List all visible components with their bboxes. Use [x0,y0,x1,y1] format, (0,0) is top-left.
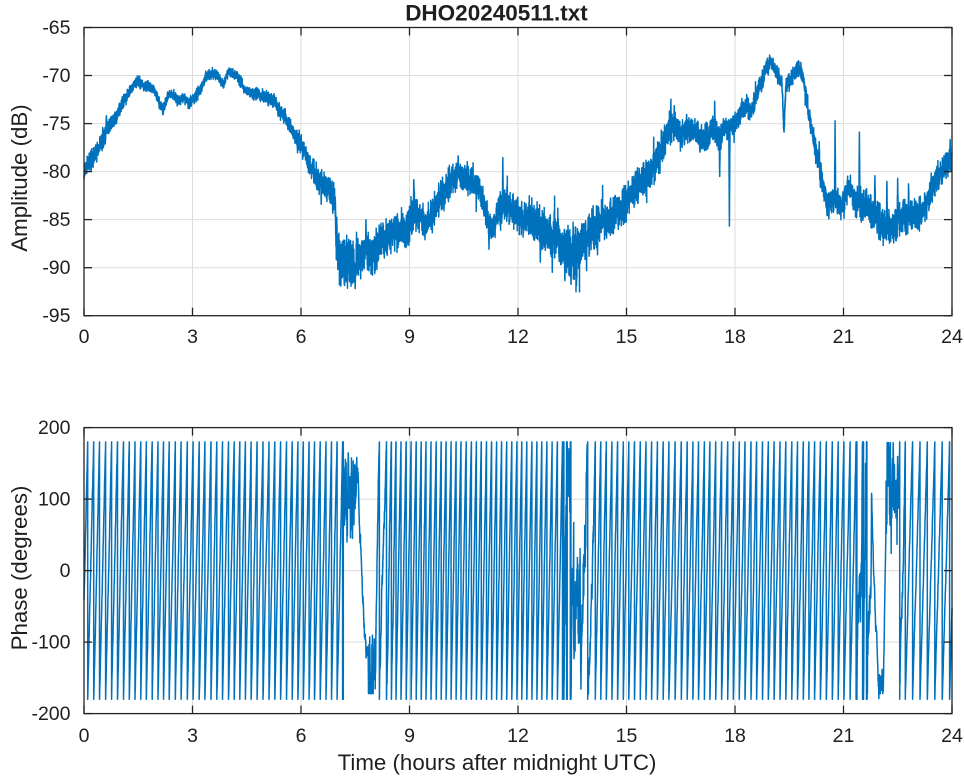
svg-text:Time (hours after midnight UTC: Time (hours after midnight UTC) [338,750,657,775]
svg-text:15: 15 [616,725,638,747]
svg-text:-95: -95 [42,305,70,327]
svg-text:100: 100 [38,489,71,511]
svg-text:-75: -75 [42,113,70,135]
svg-text:0: 0 [60,560,71,582]
svg-text:Phase (degrees): Phase (degrees) [7,486,32,651]
svg-text:24: 24 [941,725,963,747]
svg-text:6: 6 [296,326,307,348]
svg-text:Amplitude (dB): Amplitude (dB) [7,104,32,251]
svg-text:-90: -90 [42,257,70,279]
svg-text:DHO20240511.txt: DHO20240511.txt [405,1,588,26]
svg-text:0: 0 [79,326,90,348]
svg-text:21: 21 [833,326,855,348]
svg-text:0: 0 [79,725,90,747]
svg-text:18: 18 [724,725,746,747]
svg-text:-85: -85 [42,209,70,231]
svg-text:21: 21 [833,725,855,747]
svg-text:200: 200 [38,417,71,439]
svg-text:-200: -200 [31,703,70,725]
svg-text:-80: -80 [42,161,70,183]
svg-text:15: 15 [616,326,638,348]
svg-text:-100: -100 [31,632,70,654]
svg-text:9: 9 [404,326,415,348]
svg-text:18: 18 [724,326,746,348]
svg-text:3: 3 [187,326,198,348]
svg-text:-65: -65 [42,17,70,39]
svg-text:3: 3 [187,725,198,747]
svg-text:9: 9 [404,725,415,747]
svg-text:-70: -70 [42,65,70,87]
svg-text:6: 6 [296,725,307,747]
svg-text:12: 12 [507,725,529,747]
svg-text:12: 12 [507,326,529,348]
svg-text:24: 24 [941,326,963,348]
